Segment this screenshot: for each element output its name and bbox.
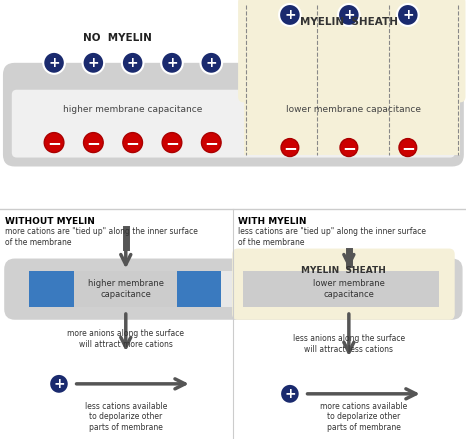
Text: −: − — [47, 134, 61, 151]
Text: less cations available
to depolarize other
parts of membrane: less cations available to depolarize oth… — [84, 402, 167, 432]
Bar — [98, 271, 191, 307]
Text: −: − — [204, 134, 218, 151]
Circle shape — [201, 52, 222, 74]
Text: −: − — [165, 134, 179, 151]
Circle shape — [338, 4, 360, 26]
Bar — [29, 271, 73, 307]
Text: lower membrane capacitance: lower membrane capacitance — [286, 105, 421, 114]
Text: −: − — [283, 139, 297, 157]
FancyBboxPatch shape — [12, 90, 455, 158]
Circle shape — [122, 52, 144, 74]
Text: higher membrane capacitance: higher membrane capacitance — [63, 105, 202, 114]
Circle shape — [397, 4, 419, 26]
Circle shape — [49, 374, 69, 394]
Text: −: − — [126, 134, 140, 151]
Bar — [29, 271, 438, 307]
Text: +: + — [88, 56, 99, 70]
Circle shape — [82, 52, 104, 74]
Text: more cations are "tied up" along the inner surface
of the membrane: more cations are "tied up" along the inn… — [5, 227, 198, 247]
Text: less anions along the surface
will attract less cations: less anions along the surface will attra… — [293, 334, 405, 354]
Circle shape — [280, 384, 300, 404]
Text: +: + — [127, 56, 138, 70]
Text: +: + — [53, 377, 65, 391]
Bar — [83, 271, 152, 307]
Circle shape — [83, 132, 103, 153]
Circle shape — [123, 132, 143, 153]
Bar — [244, 75, 460, 154]
Circle shape — [399, 139, 417, 157]
Circle shape — [279, 4, 301, 26]
Bar — [243, 271, 439, 307]
Text: MYELIN  SHEATH: MYELIN SHEATH — [301, 266, 385, 275]
Text: +: + — [205, 56, 217, 70]
Text: −: − — [401, 139, 415, 157]
Text: more cations available
to depolarize other
parts of membrane: more cations available to depolarize oth… — [320, 402, 407, 432]
Text: NO  MYELIN: NO MYELIN — [83, 33, 152, 43]
Circle shape — [161, 52, 183, 74]
Text: +: + — [284, 387, 296, 401]
FancyBboxPatch shape — [233, 249, 454, 319]
FancyBboxPatch shape — [5, 259, 462, 319]
Text: more anions along the surface
will attract more cations: more anions along the surface will attra… — [67, 329, 184, 348]
Text: +: + — [343, 8, 355, 22]
Text: higher membrane
capacitance: higher membrane capacitance — [88, 279, 164, 299]
Circle shape — [44, 132, 64, 153]
Circle shape — [201, 132, 221, 153]
FancyBboxPatch shape — [3, 63, 464, 166]
Text: less cations are "tied up" along the inner surface
of the membrane: less cations are "tied up" along the inn… — [238, 227, 426, 247]
Text: WITHOUT MYELIN: WITHOUT MYELIN — [5, 217, 95, 226]
Text: lower membrane
capacitance: lower membrane capacitance — [313, 279, 385, 299]
Text: +: + — [48, 56, 60, 70]
Text: +: + — [166, 56, 178, 70]
Text: +: + — [402, 8, 414, 22]
Bar — [177, 271, 221, 307]
Bar — [73, 271, 177, 307]
Text: WITH MYELIN: WITH MYELIN — [238, 217, 306, 226]
Circle shape — [43, 52, 65, 74]
Text: MYELIN  SHEATH: MYELIN SHEATH — [300, 17, 398, 27]
FancyBboxPatch shape — [0, 0, 466, 209]
Circle shape — [281, 139, 299, 157]
Text: −: − — [86, 134, 100, 151]
FancyBboxPatch shape — [239, 0, 465, 102]
Text: −: − — [342, 139, 356, 157]
Circle shape — [340, 139, 358, 157]
Circle shape — [162, 132, 182, 153]
Bar — [29, 271, 83, 307]
Text: +: + — [284, 8, 296, 22]
